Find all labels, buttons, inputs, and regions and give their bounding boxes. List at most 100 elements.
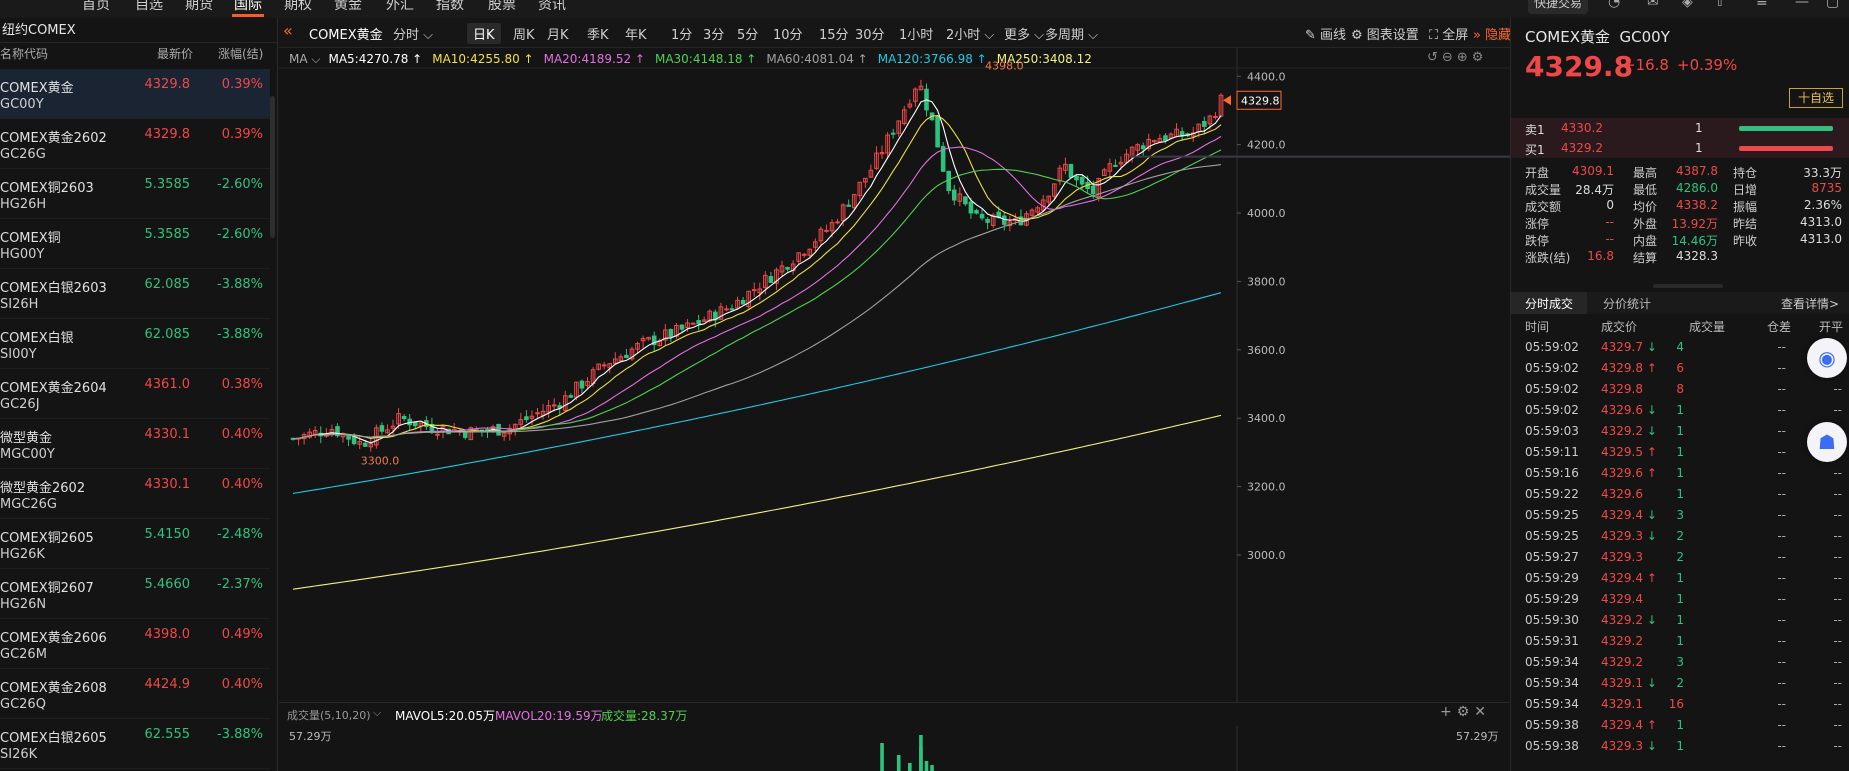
trade-position-diff: -- [1777, 508, 1786, 522]
trade-price: 4329.1 ↓ [1601, 676, 1657, 690]
nav-item-7[interactable]: 指数 [436, 0, 464, 13]
row-code: HG00Y [0, 247, 45, 262]
row-name: COMEX黄金2602 [0, 131, 107, 146]
watchlist-row[interactable]: 微型黄金 MGC00Y 4330.1 0.40% [0, 419, 270, 469]
candle-body [890, 132, 896, 135]
header-price[interactable]: 最新价 [157, 47, 194, 61]
candle-body [1179, 131, 1185, 137]
tab-tick-trades[interactable]: 分时成交 [1511, 292, 1588, 314]
view-detail-link[interactable]: 查看详情> [1781, 297, 1840, 311]
nav-item-6[interactable]: 外汇 [386, 0, 414, 13]
row-code: SI26K [0, 747, 38, 762]
trade-position-diff: -- [1777, 382, 1786, 396]
nav-item-2[interactable]: 期货 [185, 0, 213, 13]
stat-value: -- [1605, 215, 1614, 229]
watchlist-row[interactable]: 微型黄金2602 MGC26G 4330.1 0.40% [0, 469, 270, 519]
stat-label: 跌停 [1525, 234, 1550, 248]
watchlist-row[interactable]: COMEX黄金2608 GC26Q 4424.9 0.40% [0, 669, 270, 719]
period-11[interactable]: 30分 [855, 28, 885, 43]
hide-panel-button[interactable]: » 隐藏 [1473, 28, 1512, 43]
watchlist-row[interactable]: COMEX黄金2604 GC26J 4361.0 0.38% [0, 369, 270, 419]
period-10[interactable]: 15分 [819, 28, 849, 43]
period-13[interactable]: 2小时 ⌵ [946, 28, 995, 43]
trade-volume: 8 [1676, 382, 1684, 396]
candle-body [901, 109, 907, 125]
watchlist-row[interactable]: COMEX铜2605 HG26K 5.4150 -2.48% [0, 519, 270, 569]
watchlist-scrollbar[interactable] [270, 96, 275, 238]
ai-float-button[interactable]: ☗ [1807, 422, 1847, 462]
watchlist-row[interactable]: COMEX铜 HG00Y 5.3585 -2.60% [0, 219, 270, 269]
zoom-out-icon[interactable]: ⊖ [1441, 50, 1457, 65]
period-14[interactable]: 更多 ⌵ [1004, 28, 1044, 43]
stats-collapse-handle[interactable] [1653, 284, 1723, 288]
maximize-icon[interactable]: ▢ [1826, 0, 1840, 10]
volume-label[interactable]: 成交量(5,10,20) [287, 709, 371, 722]
bell-icon[interactable]: ◔ [1608, 0, 1621, 10]
quick-trade-button[interactable]: 快捷交易 [1528, 0, 1588, 14]
ma-dropdown[interactable]: MA ⌵ [289, 52, 321, 66]
menu-icon[interactable]: ≡ [1756, 0, 1768, 10]
period-9[interactable]: 10分 [773, 28, 803, 43]
period-15[interactable]: 多周期 ⌵ [1045, 28, 1098, 43]
minimize-icon[interactable]: — [1795, 0, 1809, 10]
nav-item-4[interactable]: 期权 [284, 0, 312, 13]
plus-icon[interactable]: + [1440, 704, 1457, 720]
header-name[interactable]: 名称代码 [0, 47, 49, 61]
kline-chart[interactable]: MA ⌵ MA5:4270.78 ↑ MA10:4255.80 ↑ MA20:4189… [279, 48, 1510, 702]
period-8[interactable]: 5分 [737, 28, 759, 43]
trade-row: 05:59:02 4329.8 8 -- -- [1511, 380, 1849, 401]
tab-price-stats[interactable]: 分价统计 [1603, 297, 1652, 311]
period-1[interactable]: 日K [467, 23, 501, 44]
candle-body [863, 177, 868, 183]
watchlist-row[interactable]: COMEX白银 SI00Y 62.085 -3.88% [0, 319, 270, 369]
row-code: GC26G [0, 147, 46, 162]
zoom-in-icon[interactable]: ⊕ [1456, 50, 1472, 65]
nav-item-3[interactable]: 国际 [234, 0, 262, 13]
nav-item-9[interactable]: 资讯 [538, 0, 566, 13]
watchlist-row[interactable]: COMEX白银2603 SI26H 62.085 -3.88% [0, 269, 270, 319]
watchlist-row[interactable]: COMEX铜2603 HG26H 5.3585 -2.60% [0, 169, 270, 219]
period-12[interactable]: 1小时 [899, 28, 934, 43]
chart-canvas[interactable]: 4400.0 4200.0 4000.0 3800.0 3600.0 3400.0 3200… [279, 48, 1510, 702]
fullscreen-button[interactable]: ⛶ 全屏 [1429, 28, 1469, 43]
period-6[interactable]: 1分 [671, 28, 693, 43]
candle-body [679, 324, 685, 330]
watchlist-row[interactable]: COMEX铜2607 HG26N 5.4660 -2.37% [0, 569, 270, 619]
add-watch-button[interactable]: 十自选 [1789, 88, 1843, 108]
watchlist-row[interactable]: COMEX白银2605 SI26K 62.555 -3.88% [0, 719, 270, 769]
chart-settings-button[interactable]: ⚙ 图表设置 [1351, 28, 1419, 43]
nav-item-1[interactable]: 自选 [135, 0, 163, 13]
skin-icon[interactable]: ◈ [1682, 0, 1693, 10]
close-icon[interactable]: ✕ [1474, 704, 1492, 720]
gear-icon[interactable]: ⚙ [1471, 50, 1488, 65]
watchlist-row[interactable]: COMEX黄金 GC00Y 4329.8 0.39% [0, 69, 270, 119]
message-icon[interactable]: ✉ [1647, 0, 1659, 10]
period-5[interactable]: 年K [625, 28, 647, 43]
assistant-float-button[interactable]: ◉ [1807, 338, 1847, 378]
ma-legend-item: MA10:4255.80 ↑ [432, 52, 534, 66]
trade-time: 05:59:34 [1525, 676, 1579, 690]
period-0[interactable]: 分时 ⌵ [393, 28, 433, 43]
gear-icon[interactable]: ⚙ [1456, 704, 1475, 720]
volume-chart[interactable]: 57.29万 57.29万 [279, 726, 1510, 771]
watchlist-row[interactable]: COMEX黄金2602 GC26G 4329.8 0.39% [0, 119, 270, 169]
row-change: 0.40% [221, 427, 263, 442]
nav-item-8[interactable]: 股票 [488, 0, 516, 13]
stat-value: 13.92万 [1671, 217, 1718, 231]
period-3[interactable]: 月K [547, 28, 569, 43]
period-4[interactable]: 季K [587, 28, 609, 43]
header-change[interactable]: 涨幅(结) [218, 47, 264, 61]
undo-icon[interactable]: ↺ [1427, 50, 1442, 65]
ai-robot-icon: ☗ [1818, 430, 1836, 454]
row-code: GC26Q [0, 697, 46, 712]
draw-line-button[interactable]: ✎ 画线 [1305, 28, 1347, 43]
nav-item-0[interactable]: 首页 [82, 0, 110, 13]
volume-dropdown-icon[interactable]: ⌵ [373, 706, 382, 719]
collapse-left-icon[interactable]: « [283, 21, 293, 40]
period-7[interactable]: 3分 [703, 28, 725, 43]
watchlist-row[interactable]: COMEX黄金2606 GC26M 4398.0 0.49% [0, 619, 270, 669]
period-2[interactable]: 周K [513, 28, 535, 43]
nav-item-5[interactable]: 黄金 [334, 0, 362, 13]
upgrade-icon[interactable]: ⇧ [1714, 0, 1726, 10]
